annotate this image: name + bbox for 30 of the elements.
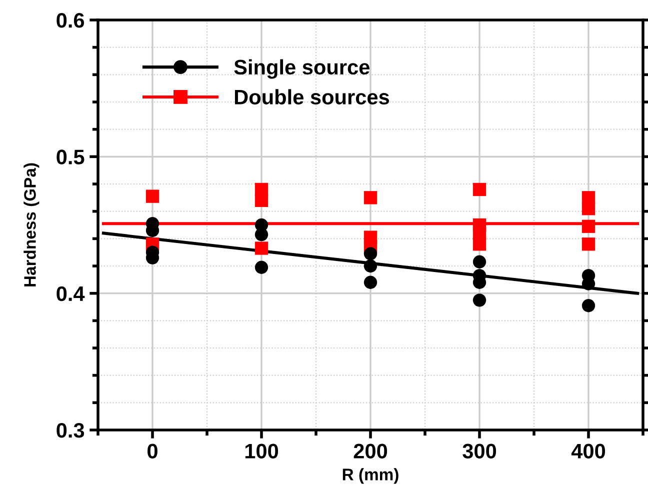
- point: [254, 228, 268, 242]
- point: [146, 190, 160, 203]
- point: [364, 276, 378, 289]
- point: [364, 191, 378, 204]
- y-tick-label: 0.4: [56, 286, 85, 302]
- point: [472, 238, 486, 251]
- x-tick-label: 0: [148, 444, 158, 458]
- point: [582, 202, 596, 216]
- legend-label: Single source: [234, 59, 370, 79]
- x-tick-label: 200: [354, 444, 388, 458]
- point: [582, 299, 596, 312]
- point: [472, 182, 486, 196]
- y-tick-label: 0.3: [56, 423, 84, 438]
- x-axis-title: R (mm): [342, 468, 398, 484]
- point: [364, 247, 378, 260]
- point: [582, 238, 596, 251]
- x-tick-label: 100: [245, 444, 278, 458]
- y-axis-title: Hardness (GPa): [24, 163, 40, 286]
- point: [254, 194, 268, 207]
- point: [472, 294, 486, 307]
- point: [364, 259, 378, 273]
- point: [254, 260, 268, 274]
- x-tick-label: 300: [462, 444, 496, 459]
- y-tick-label: 0.6: [56, 13, 84, 28]
- point: [472, 255, 486, 268]
- legend-label: Double sources: [234, 89, 390, 104]
- x-tick-label: 400: [571, 444, 606, 458]
- point: [582, 220, 596, 233]
- point: [254, 242, 268, 255]
- y-tick-label: 0.5: [56, 150, 84, 164]
